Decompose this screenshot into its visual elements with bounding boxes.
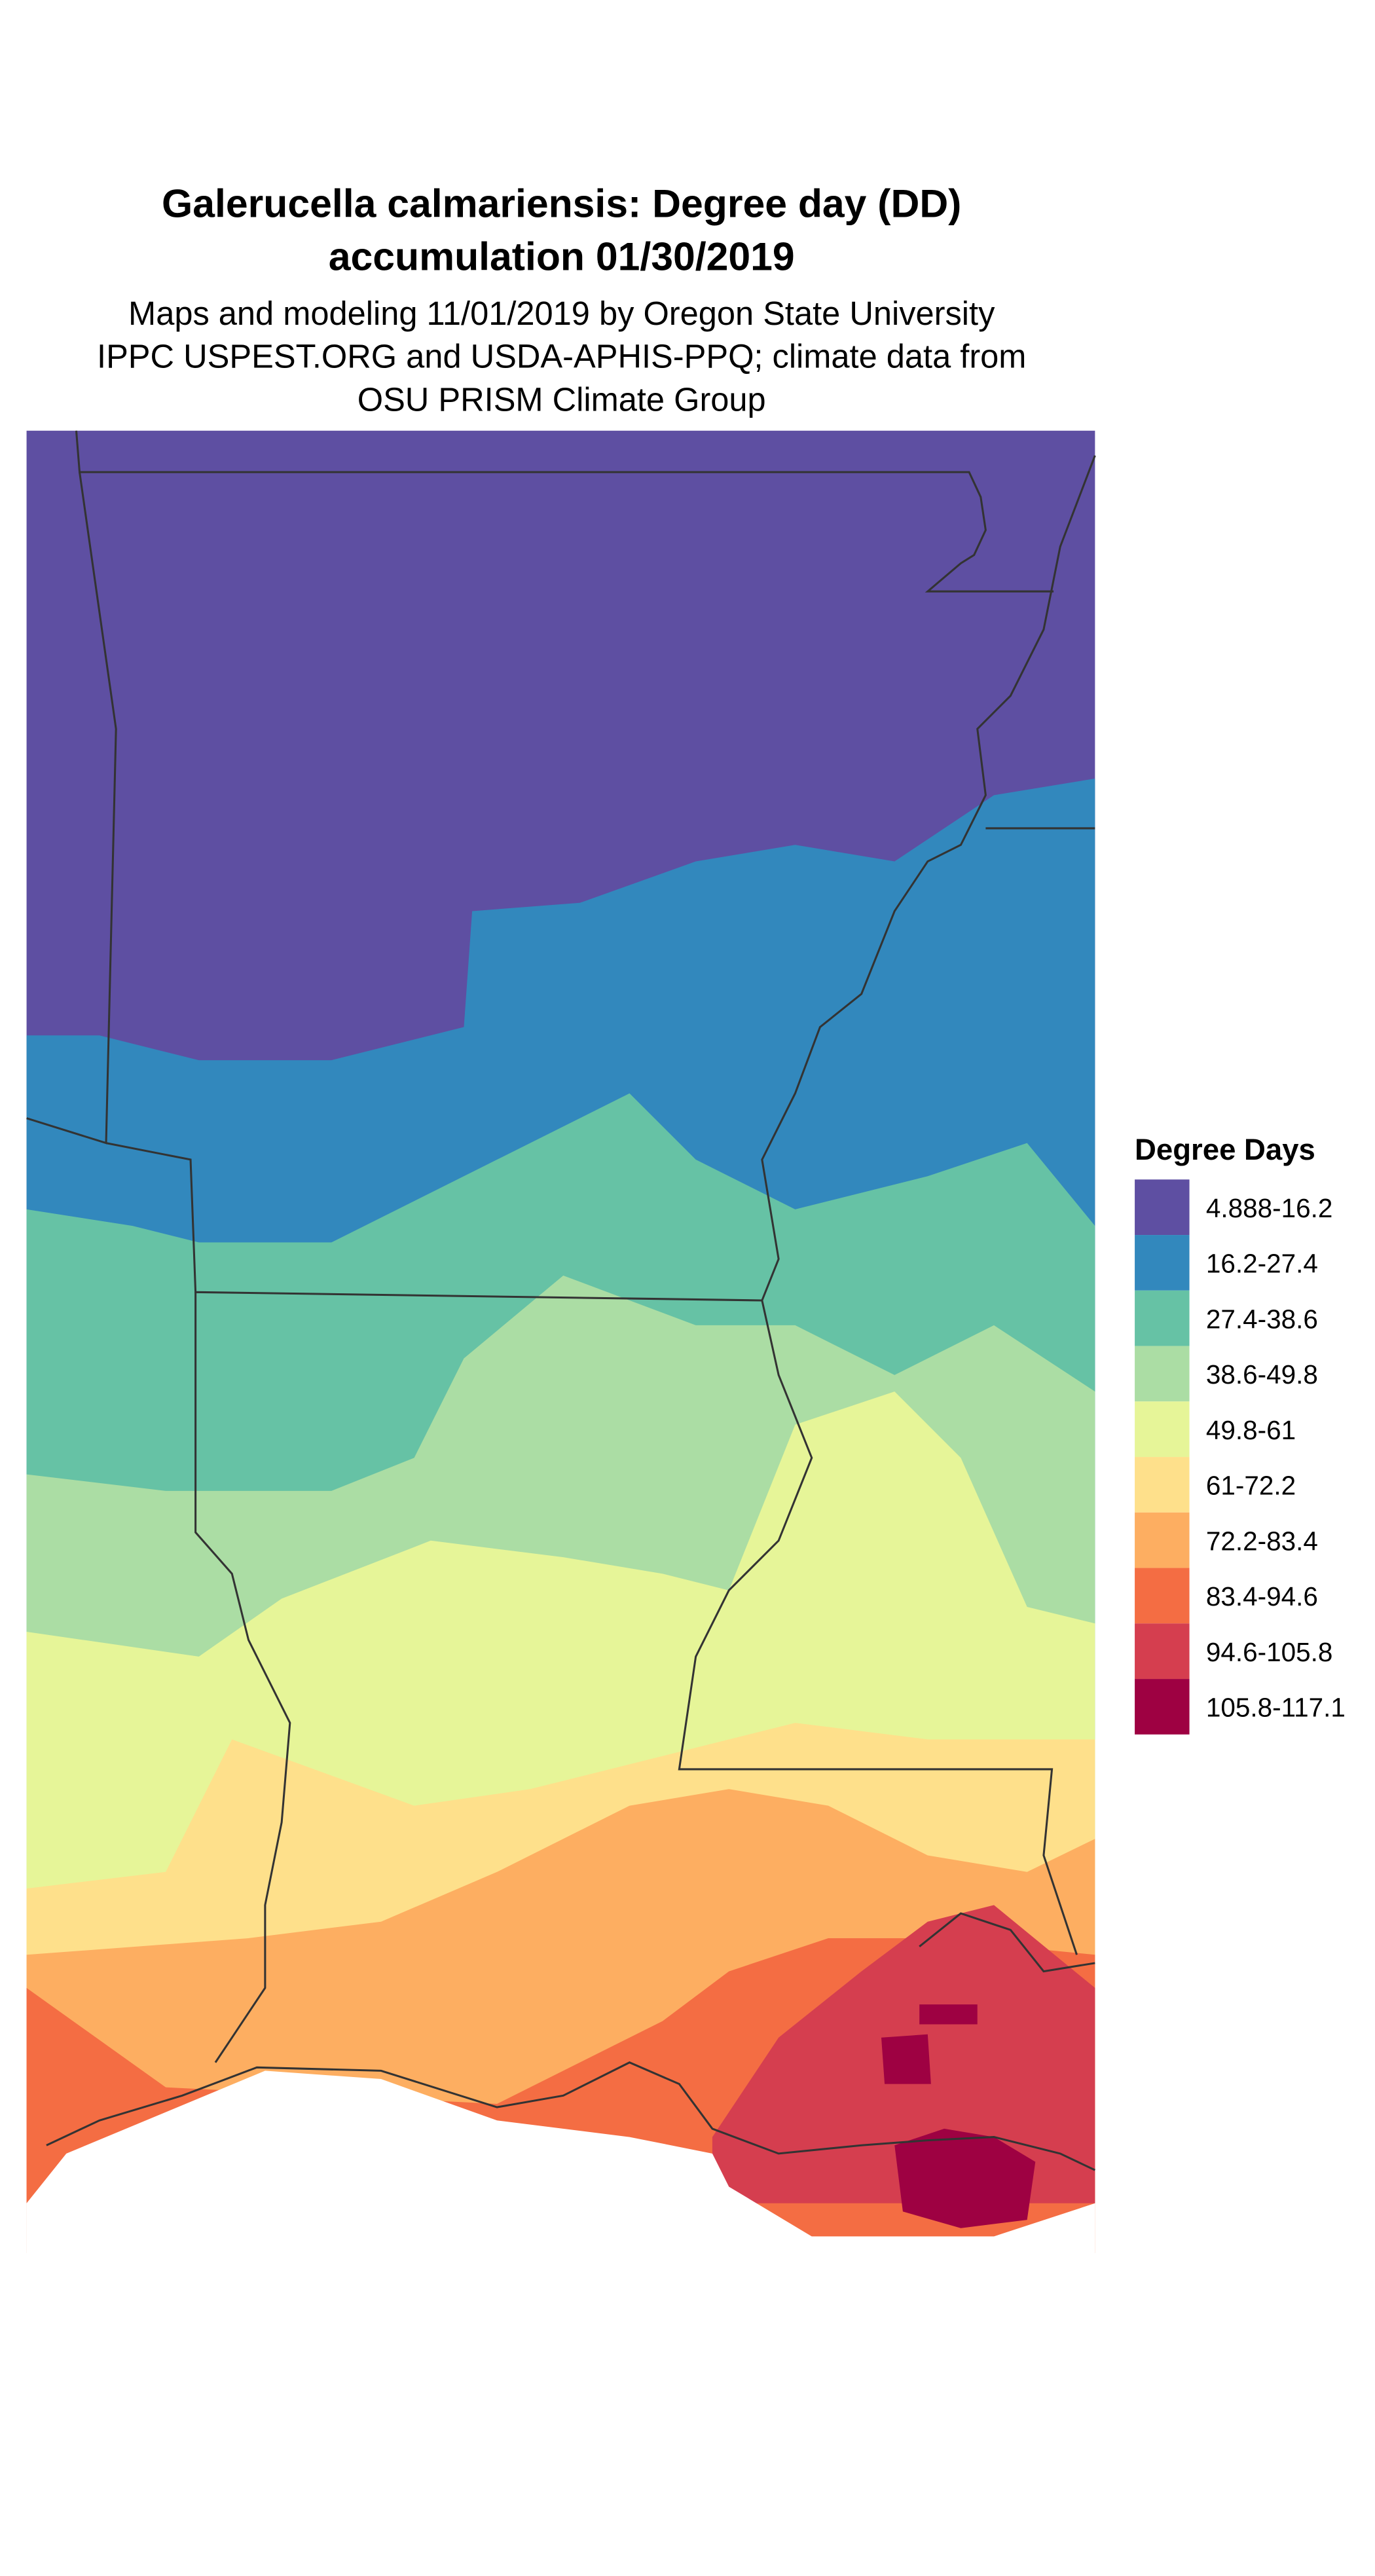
legend-swatch	[1135, 1290, 1190, 1346]
subtitle: Maps and modeling 11/01/2019 by Oregon S…	[128, 295, 995, 332]
legend-label: 38.6-49.8	[1206, 1359, 1318, 1389]
legend-swatch	[1135, 1346, 1190, 1402]
gulf	[26, 2070, 1095, 2576]
legend-label: 4.888-16.2	[1206, 1193, 1333, 1223]
state-border	[75, 430, 1054, 593]
map-region	[919, 2004, 978, 2025]
title: accumulation 01/30/2019	[329, 234, 795, 278]
legend-swatch	[1135, 1623, 1190, 1680]
legend-label: 83.4-94.6	[1206, 1581, 1318, 1611]
legend-label: 16.2-27.4	[1206, 1249, 1318, 1279]
state-border	[26, 471, 117, 1145]
legend-swatch	[1135, 1568, 1190, 1624]
state-border	[105, 1142, 762, 1302]
state-border	[678, 455, 1096, 1955]
legend-swatch	[1135, 1679, 1190, 1735]
map-region	[894, 2128, 1036, 2228]
legend-label: 105.8-117.1	[1206, 1693, 1346, 1723]
legend-swatch	[1135, 1179, 1190, 1236]
legend-label: 94.6-105.8	[1206, 1637, 1333, 1667]
title: Galerucella calmariensis: Degree day (DD…	[162, 181, 961, 225]
legend-label: 49.8-61	[1206, 1415, 1296, 1445]
map-region	[881, 2034, 931, 2084]
state-border	[194, 1292, 291, 2063]
legend-label: 27.4-38.6	[1206, 1304, 1318, 1334]
legend-title: Degree Days	[1135, 1133, 1315, 1166]
subtitle: OSU PRISM Climate Group	[358, 380, 766, 418]
subtitle: IPPC USPEST.ORG and USDA-APHIS-PPQ; clim…	[97, 338, 1026, 375]
legend-swatch	[1135, 1457, 1190, 1513]
legend: 4.888-16.2 16.2-27.4 27.4-38.6 38.6-49.8 49.…	[1135, 1179, 1346, 1735]
legend-swatch	[1135, 1512, 1190, 1568]
map	[26, 430, 1096, 2576]
legend-swatch	[1135, 1235, 1190, 1291]
legend-label: 61-72.2	[1206, 1471, 1296, 1501]
legend-label: 72.2-83.4	[1206, 1526, 1318, 1556]
coastline	[46, 2061, 1096, 2171]
coastline	[919, 1912, 1095, 1973]
legend-swatch	[1135, 1401, 1190, 1458]
